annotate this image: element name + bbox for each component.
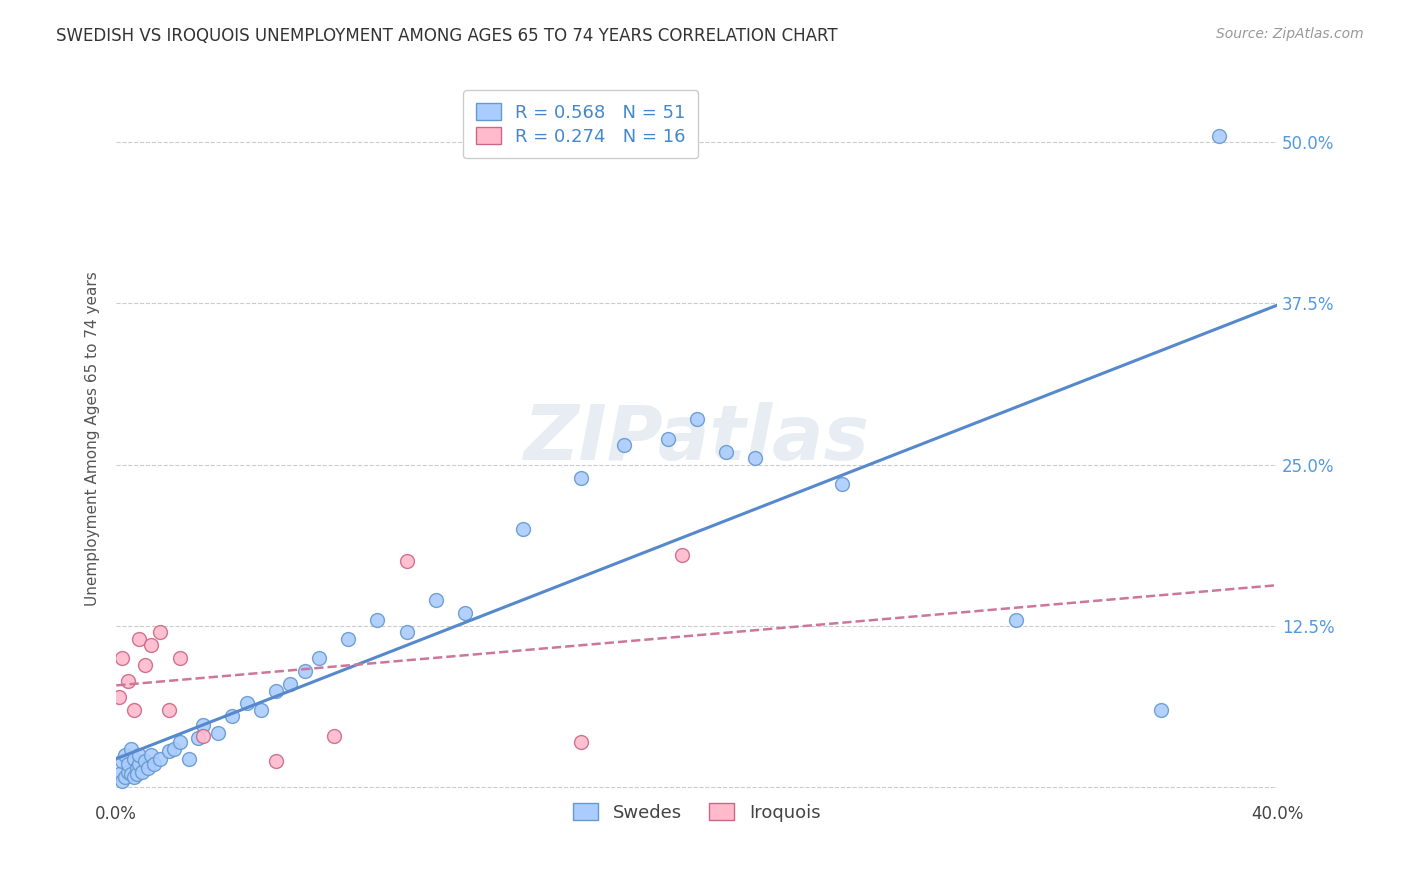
Point <box>131 764 153 779</box>
Point <box>250 703 273 717</box>
Point <box>108 767 131 781</box>
Point <box>122 752 145 766</box>
Point <box>264 683 287 698</box>
Point <box>139 638 162 652</box>
Point <box>120 741 142 756</box>
Point <box>1150 703 1173 717</box>
Point <box>425 593 447 607</box>
Point <box>294 664 316 678</box>
Point <box>280 677 302 691</box>
Point <box>1005 613 1028 627</box>
Point <box>686 412 709 426</box>
Point <box>236 697 259 711</box>
Point <box>395 625 418 640</box>
Point <box>337 632 360 646</box>
Point <box>111 755 134 769</box>
Point <box>117 757 139 772</box>
Point <box>120 767 142 781</box>
Point <box>134 657 156 672</box>
Point <box>114 747 136 762</box>
Point <box>125 767 148 781</box>
Point <box>193 729 215 743</box>
Point <box>671 548 693 562</box>
Point <box>714 444 737 458</box>
Point <box>221 709 243 723</box>
Point <box>122 770 145 784</box>
Point <box>128 747 150 762</box>
Point <box>136 761 159 775</box>
Point <box>1208 128 1230 143</box>
Point <box>366 613 388 627</box>
Text: ZIPatlas: ZIPatlas <box>524 401 870 475</box>
Point <box>207 726 229 740</box>
Point <box>453 606 475 620</box>
Point <box>193 718 215 732</box>
Point <box>569 735 592 749</box>
Point <box>395 554 418 568</box>
Point <box>169 735 191 749</box>
Point <box>139 747 162 762</box>
Point <box>831 477 853 491</box>
Y-axis label: Unemployment Among Ages 65 to 74 years: Unemployment Among Ages 65 to 74 years <box>86 271 100 607</box>
Point <box>114 770 136 784</box>
Point <box>177 752 200 766</box>
Point <box>264 755 287 769</box>
Point <box>117 764 139 779</box>
Point <box>657 432 679 446</box>
Point <box>569 470 592 484</box>
Point <box>613 438 636 452</box>
Point <box>143 757 166 772</box>
Point <box>128 632 150 646</box>
Text: SWEDISH VS IROQUOIS UNEMPLOYMENT AMONG AGES 65 TO 74 YEARS CORRELATION CHART: SWEDISH VS IROQUOIS UNEMPLOYMENT AMONG A… <box>56 27 838 45</box>
Point <box>149 625 172 640</box>
Point <box>125 761 148 775</box>
Point <box>157 744 180 758</box>
Point <box>308 651 330 665</box>
Point <box>128 757 150 772</box>
Text: Source: ZipAtlas.com: Source: ZipAtlas.com <box>1216 27 1364 41</box>
Legend: Swedes, Iroquois: Swedes, Iroquois <box>561 790 832 835</box>
Point <box>108 690 131 704</box>
Point <box>186 731 208 746</box>
Point <box>111 651 134 665</box>
Point <box>744 451 766 466</box>
Point <box>111 773 134 788</box>
Point <box>117 674 139 689</box>
Point <box>323 729 346 743</box>
Point <box>149 752 172 766</box>
Point <box>163 741 186 756</box>
Point <box>122 703 145 717</box>
Point <box>157 703 180 717</box>
Point <box>134 755 156 769</box>
Point <box>169 651 191 665</box>
Point <box>512 522 534 536</box>
